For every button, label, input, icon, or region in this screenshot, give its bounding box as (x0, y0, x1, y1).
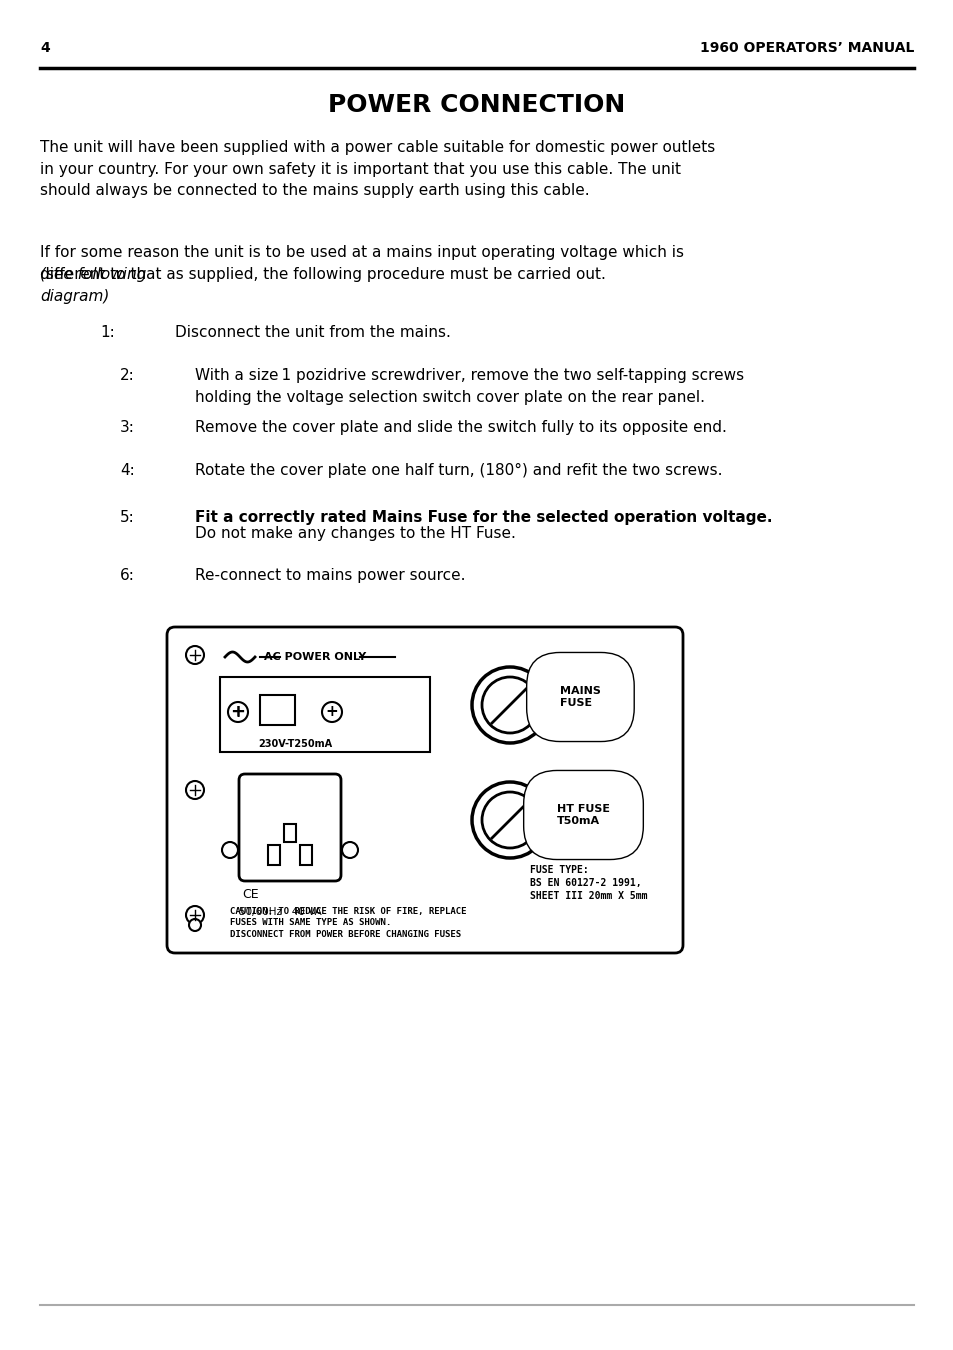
Text: Fit a correctly rated Mains Fuse for the selected operation voltage.: Fit a correctly rated Mains Fuse for the… (194, 510, 772, 525)
Circle shape (472, 667, 547, 742)
Text: +: + (232, 705, 244, 720)
Text: If for some reason the unit is to be used at a mains input operating voltage whi: If for some reason the unit is to be use… (40, 244, 683, 282)
Text: 1960 OPERATORS’ MANUAL: 1960 OPERATORS’ MANUAL (699, 40, 913, 55)
Bar (299, 845, 312, 865)
Text: CE: CE (242, 888, 258, 902)
Circle shape (472, 782, 547, 859)
Text: Remove the cover plate and slide the switch fully to its opposite end.: Remove the cover plate and slide the swi… (194, 420, 726, 435)
Text: +: + (325, 705, 338, 720)
Text: (see following
diagram): (see following diagram) (40, 267, 146, 304)
Circle shape (341, 842, 357, 859)
FancyBboxPatch shape (239, 774, 340, 882)
Circle shape (186, 647, 204, 664)
Circle shape (186, 782, 204, 799)
Text: 50/60Hz   40 VA: 50/60Hz 40 VA (238, 907, 321, 917)
Circle shape (481, 792, 537, 848)
Circle shape (322, 702, 341, 722)
Bar (284, 824, 295, 842)
Text: POWER CONNECTION: POWER CONNECTION (328, 93, 625, 117)
Text: HT FUSE
T50mA: HT FUSE T50mA (557, 803, 609, 826)
Text: 3:: 3: (120, 420, 134, 435)
Text: 1:: 1: (100, 325, 114, 340)
Text: AC POWER ONLY: AC POWER ONLY (264, 652, 366, 662)
Text: With a size 1 pozidrive screwdriver, remove the two self-tapping screws
holding : With a size 1 pozidrive screwdriver, rem… (194, 369, 743, 405)
Text: 4:: 4: (120, 463, 134, 478)
Text: Disconnect the unit from the mains.: Disconnect the unit from the mains. (174, 325, 451, 340)
Text: 6:: 6: (120, 568, 134, 583)
Bar (220, 676, 430, 752)
Circle shape (189, 919, 201, 931)
Text: 4: 4 (40, 40, 50, 55)
Text: Do not make any changes to the HT Fuse.: Do not make any changes to the HT Fuse. (194, 526, 516, 541)
Text: +: + (231, 703, 245, 721)
Text: CAUTION: TO REDUCE THE RISK OF FIRE, REPLACE
FUSES WITH SAME TYPE AS SHOWN.
DISC: CAUTION: TO REDUCE THE RISK OF FIRE, REP… (230, 907, 466, 938)
Circle shape (228, 702, 248, 722)
Text: FUSE TYPE:
BS EN 60127-2 1991,
SHEET III 20mm X 5mm: FUSE TYPE: BS EN 60127-2 1991, SHEET III… (530, 865, 647, 902)
FancyBboxPatch shape (167, 626, 682, 953)
Text: MAINS
FUSE: MAINS FUSE (559, 686, 600, 709)
Circle shape (481, 676, 537, 733)
Text: The unit will have been supplied with a power cable suitable for domestic power : The unit will have been supplied with a … (40, 140, 715, 198)
Text: 2:: 2: (120, 369, 134, 383)
Bar (260, 695, 294, 725)
Text: Re-connect to mains power source.: Re-connect to mains power source. (194, 568, 465, 583)
Text: 5:: 5: (120, 510, 134, 525)
Bar (268, 845, 280, 865)
Text: Rotate the cover plate one half turn, (180°) and refit the two screws.: Rotate the cover plate one half turn, (1… (194, 463, 721, 478)
Circle shape (222, 842, 237, 859)
Circle shape (186, 906, 204, 923)
Text: 230V-T250mA: 230V-T250mA (257, 738, 332, 749)
